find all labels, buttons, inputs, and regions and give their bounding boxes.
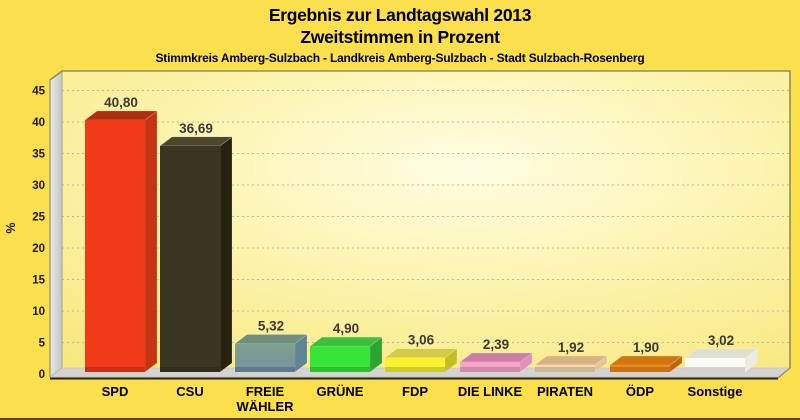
bar-front-face <box>85 119 145 373</box>
plot-left-wall <box>49 70 63 378</box>
y-tick-label: 0 <box>39 369 45 381</box>
bar-value-label: 4,90 <box>333 321 359 336</box>
bar-value-label: 1,92 <box>558 340 584 355</box>
bar-value-label: 1,90 <box>633 340 659 355</box>
bar-top-face <box>309 336 383 347</box>
bar-value-label: 5,32 <box>258 319 284 334</box>
x-category-label: ÖDP <box>626 384 655 399</box>
bar-top-face <box>159 136 233 147</box>
chart-title-line2: Zweitstimmen in Prozent <box>300 27 500 47</box>
bar-foot-shadow <box>385 367 445 372</box>
bar-front-face <box>460 361 520 372</box>
bar-top-face <box>84 110 158 121</box>
bar-group--dp: 1,90 ÖDP <box>609 340 683 399</box>
x-category-label: CSU <box>176 384 203 399</box>
y-tick-label: 10 <box>32 306 45 318</box>
bar-front-face <box>160 145 220 372</box>
chart-title-line1: Ergebnis zur Landtagswahl 2013 <box>268 5 532 25</box>
bar-foot-shadow <box>685 367 745 372</box>
bar-group-sonstige: 3,02 Sonstige <box>684 333 758 399</box>
bar-group-csu: 36,69 CSU <box>159 121 233 399</box>
bar-top-face <box>234 334 308 344</box>
y-tick-label: 45 <box>32 86 45 98</box>
bar-top-face <box>684 348 758 359</box>
bar-value-label: 2,39 <box>483 337 509 352</box>
y-tick-label: 15 <box>32 275 45 287</box>
bar-foot-shadow <box>460 367 520 372</box>
x-category-label: Sonstige <box>688 384 743 399</box>
x-category-label: FREIE <box>246 384 285 399</box>
bar-group-die-linke: 2,39 DIE LINKE <box>458 337 533 399</box>
y-tick-label: 40 <box>32 117 45 129</box>
bar-foot-shadow <box>85 367 145 372</box>
x-category-label: SPD <box>102 384 129 399</box>
x-category-label: DIE LINKE <box>458 384 523 399</box>
bar-side-face <box>219 136 233 373</box>
bar-value-label: 3,02 <box>708 333 734 348</box>
bar-foot-shadow <box>235 367 295 372</box>
x-category-label: PIRATEN <box>537 384 593 399</box>
bar-side-face <box>144 110 158 373</box>
bar-group-fdp: 3,06 FDP <box>384 333 458 399</box>
bar-value-label: 40,80 <box>104 95 138 110</box>
y-tick-label: 30 <box>32 180 45 192</box>
plot-border-top-right <box>49 70 791 368</box>
y-tick-label: 20 <box>32 243 45 255</box>
x-category-label: WÄHLER <box>236 399 294 414</box>
bar-front-face <box>235 343 295 372</box>
bar-top-face <box>459 352 533 363</box>
bar-top-face <box>609 355 683 366</box>
bar-group-piraten: 1,92 PIRATEN <box>534 340 608 399</box>
y-axis-ticks: 0 5 10 15 20 25 30 35 40 45 <box>32 86 45 382</box>
bar-front-face <box>310 346 370 372</box>
x-category-label: FDP <box>402 384 428 399</box>
bar-foot-shadow <box>160 367 220 372</box>
x-category-label: GRÜNE <box>317 384 364 399</box>
y-axis-label: % <box>4 222 18 233</box>
y-tick-label: 5 <box>39 338 46 350</box>
bar-group-gr-ne: 4,90 GRÜNE <box>309 321 383 399</box>
bar-foot-shadow <box>610 367 670 372</box>
bar-front-face <box>610 365 670 372</box>
bar-foot-shadow <box>310 367 370 372</box>
bar-group-spd: 40,80 SPD <box>84 95 158 399</box>
y-tick-label: 35 <box>32 149 45 161</box>
bar-front-face <box>535 364 595 372</box>
bar-top-face <box>534 355 608 366</box>
bar-front-face <box>685 357 745 372</box>
chart-subtitle: Stimmkreis Amberg-Sulzbach - Landkreis A… <box>155 51 645 65</box>
bar-front-face <box>385 357 445 372</box>
plot-corner-diagonal <box>777 367 791 379</box>
bar-value-label: 3,06 <box>408 333 435 348</box>
bar-value-label: 36,69 <box>179 121 213 136</box>
bar-top-face <box>384 348 458 359</box>
y-tick-label: 25 <box>32 212 45 224</box>
bar-foot-shadow <box>535 367 595 372</box>
